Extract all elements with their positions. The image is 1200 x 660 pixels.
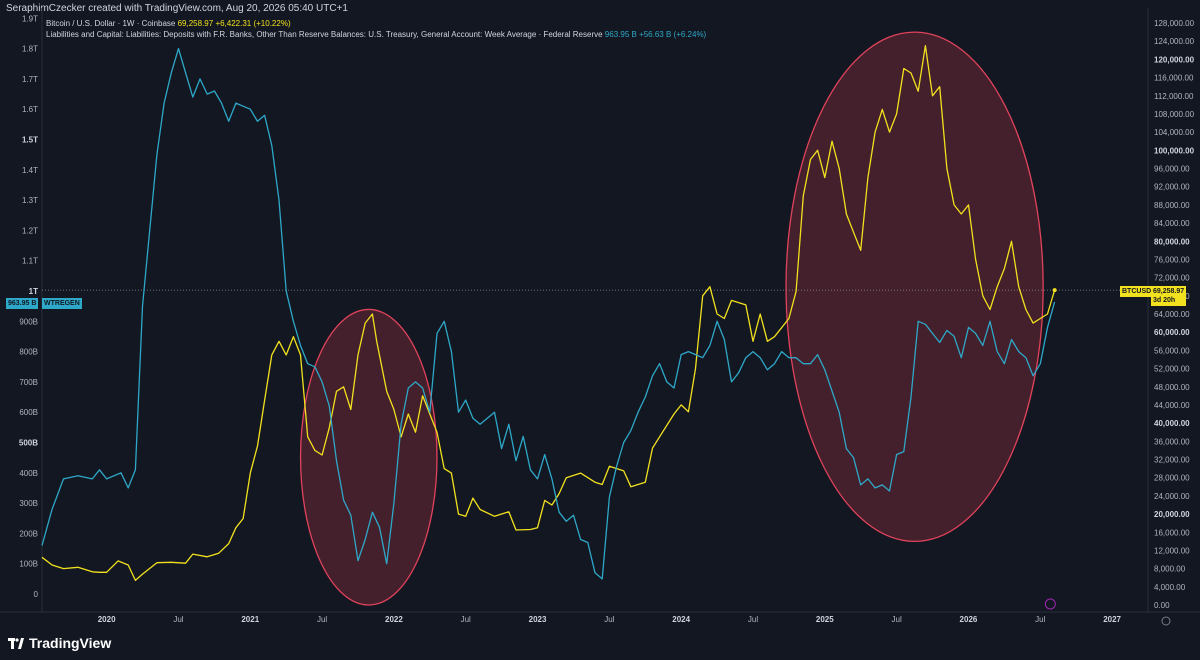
left-axis-tick-label: 1.6T	[22, 105, 38, 114]
left-axis-tick-label: 200B	[19, 529, 38, 538]
right-axis-tick-label: 28,000.00	[1154, 474, 1190, 483]
right-axis-tick-label: 16,000.00	[1154, 528, 1190, 537]
right-axis-tick-label: 48,000.00	[1154, 383, 1190, 392]
footer	[0, 630, 1200, 660]
x-axis-tick-label: 2021	[241, 615, 259, 624]
tga-name-tag-text: WTREGEN	[44, 300, 80, 307]
right-axis-tick-label: 112,000.00	[1154, 92, 1194, 101]
right-axis-tick-label: 12,000.00	[1154, 546, 1190, 555]
tga-name-tag: WTREGEN	[42, 298, 82, 309]
right-axis-tick-label: 120,000.00	[1154, 55, 1195, 64]
legend-btc[interactable]: Bitcoin / U.S. Dollar · 1W · Coinbase 69…	[46, 19, 291, 28]
left-axis-tick-label: 100B	[19, 560, 38, 569]
x-axis-tick-label: Jul	[892, 615, 902, 624]
left-axis-tick-label: 800B	[19, 348, 38, 357]
right-axis-tick-label: 0.00	[1154, 601, 1170, 610]
highlight-ellipse-2	[785, 31, 1044, 542]
tga-balance-line	[41, 47, 1056, 580]
left-axis-tick-label: 1.5T	[22, 136, 38, 145]
right-axis-tick-label: 84,000.00	[1154, 219, 1190, 228]
left-axis-tick-label: 1.3T	[22, 196, 38, 205]
highlight-ellipse-1	[299, 308, 438, 606]
btc-last-point	[1052, 288, 1057, 293]
right-axis-tick-label: 44,000.00	[1154, 401, 1190, 410]
right-axis-tick-label: 36,000.00	[1154, 437, 1190, 446]
tga-value-tag-value: 963.95 B	[8, 300, 37, 307]
x-axis-tick-label: 2024	[672, 615, 690, 624]
settings-icon[interactable]	[1161, 616, 1171, 626]
x-axis-tick-label: Jul	[173, 615, 183, 624]
chart-canvas[interactable]: 1.9T 1.8T 1.7T 1.6T 1.5T 1.4T 1.3T 1.2T 1.1T 1T 90…	[0, 0, 1200, 630]
right-axis-tick-label: 108,000.00	[1154, 110, 1195, 119]
btc-name-tag-text: BTCUSD	[1122, 288, 1152, 295]
btc-value-tag-value: 69,258.97	[1153, 288, 1185, 295]
right-axis-tick-label: 8,000.00	[1154, 565, 1186, 574]
x-axis-tick-label: 2022	[385, 615, 403, 624]
right-axis-tick-label: 100,000.00	[1154, 146, 1195, 155]
right-axis-tick-label: 32,000.00	[1154, 456, 1190, 465]
legend-tga-value: 963.95 B	[604, 30, 637, 39]
right-axis-tick-label: 20,000.00	[1154, 510, 1190, 519]
legend-tga-name: Liabilities and Capital: Liabilities: De…	[46, 30, 603, 39]
left-axis-tick-label: 1.4T	[22, 166, 38, 175]
right-axis-tick-label: 72,000.00	[1154, 274, 1190, 283]
right-axis-tick-label: 64,000.00	[1154, 310, 1190, 319]
right-axis-tick-label: 104,000.00	[1154, 128, 1195, 137]
left-axis-tick-label: 400B	[19, 469, 38, 478]
tga-value-tag: 963.95 B	[6, 298, 39, 309]
x-axis-tick-label: Jul	[1035, 615, 1045, 624]
left-axis-tick-label: 0	[34, 590, 39, 599]
right-axis-tick-label: 96,000.00	[1154, 165, 1190, 174]
x-axis-tick-label: Jul	[748, 615, 758, 624]
right-axis-tick-label: 92,000.00	[1154, 183, 1190, 192]
left-axis-tick-label: 900B	[19, 317, 38, 326]
left-axis-tick-label: 600B	[19, 408, 38, 417]
x-axis-tick-label: 2020	[98, 615, 116, 624]
legend-tga[interactable]: Liabilities and Capital: Liabilities: De…	[46, 30, 706, 39]
chart-credit: SeraphimCzecker created with TradingView…	[6, 3, 348, 14]
right-axis-tick-label: 24,000.00	[1154, 492, 1190, 501]
right-axis-tick-label: 76,000.00	[1154, 255, 1190, 264]
right-axis-tick-label: 56,000.00	[1154, 346, 1190, 355]
legend-tga-change: +56.63 B (+6.24%)	[639, 30, 707, 39]
btc-price-line	[41, 45, 1056, 582]
x-axis-tick-label: Jul	[604, 615, 614, 624]
left-axis-tick-label: 1.8T	[22, 45, 38, 54]
left-axis-tick-label: 1.7T	[22, 75, 38, 84]
right-axis-tick-label: 80,000.00	[1154, 237, 1190, 246]
left-axis-tick-label: 1.2T	[22, 226, 38, 235]
btc-countdown: 3d 20h	[1153, 297, 1176, 304]
tradingview-logo[interactable]: TradingView	[8, 635, 111, 651]
tradingview-logo-icon	[8, 637, 24, 649]
btc-name-tag: BTCUSD	[1120, 286, 1154, 297]
x-axis-tick-label: 2027	[1103, 615, 1121, 624]
right-axis-tick-label: 116,000.00	[1154, 74, 1194, 83]
left-axis-tick-label: 700B	[19, 378, 38, 387]
x-axis-tick-label: Jul	[317, 615, 327, 624]
right-axis-tick-label: 40,000.00	[1154, 419, 1190, 428]
x-axis-tick-label: 2025	[816, 615, 834, 624]
x-axis-tick-label: 2026	[960, 615, 978, 624]
right-axis-tick-label: 128,000.00	[1154, 19, 1195, 28]
left-axis-tick-label: 1.9T	[22, 14, 38, 23]
right-axis-tick-label: 60,000.00	[1154, 328, 1190, 337]
legend-btc-name: Bitcoin / U.S. Dollar · 1W · Coinbase	[46, 19, 176, 28]
left-axis-tick-label: 1.1T	[22, 257, 38, 266]
btc-value-tag: 69,258.97 3d 20h	[1151, 286, 1187, 306]
x-axis-tick-label: 2023	[529, 615, 547, 624]
tradingview-brand: TradingView	[29, 635, 112, 651]
x-axis-tick-label: Jul	[461, 615, 471, 624]
left-axis-tick-label: 1T	[29, 287, 38, 296]
left-axis-tick-label: 300B	[19, 499, 38, 508]
left-axis-tick-label: 500B	[19, 439, 38, 448]
right-axis-tick-label: 52,000.00	[1154, 365, 1190, 374]
legend-btc-change: +6,422.31 (+10.22%)	[215, 19, 291, 28]
legend-btc-value: 69,258.97	[177, 19, 214, 28]
right-axis-tick-label: 4,000.00	[1154, 583, 1186, 592]
right-axis-tick-label: 88,000.00	[1154, 201, 1190, 210]
right-axis-tick-label: 124,000.00	[1154, 37, 1195, 46]
event-marker-icon[interactable]	[1044, 598, 1056, 610]
